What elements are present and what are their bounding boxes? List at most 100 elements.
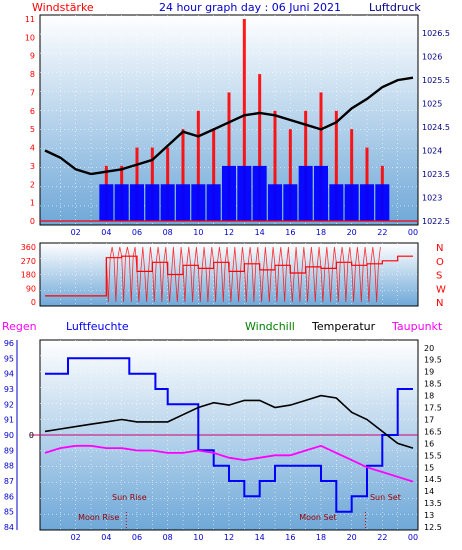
wind-mean-bar (99, 184, 114, 221)
wind-max-bar (319, 92, 323, 221)
wind-mean-bar (222, 165, 236, 221)
pressure-tick-label: 1023.5 (422, 170, 450, 179)
x-tick-label: 14 (255, 533, 265, 542)
wind-max-bar (273, 110, 277, 221)
wind-mean-bar (329, 184, 344, 221)
direction-tick-label: 180 (21, 271, 36, 280)
x-tick-label: 10 (193, 228, 203, 237)
x-tick-label: 12 (224, 533, 234, 542)
x-tick-label: 04 (101, 228, 111, 237)
temperature-line (44, 394, 414, 449)
direction-letter: W (436, 284, 446, 295)
humidity-tick-label: 88 (4, 462, 14, 471)
taupunkt-label: Taupunkt (391, 320, 443, 333)
temperature-tick-label: 14 (424, 487, 434, 496)
direction-letter: O (436, 257, 444, 268)
humidity-tick-label: 87 (4, 477, 14, 486)
wind-tick-label: 3 (30, 162, 35, 171)
x-tick-label: 02 (71, 228, 81, 237)
x-tick-label: 12 (224, 228, 234, 237)
wind-mean-bar (344, 184, 359, 221)
humidity-tick-label: 90 (4, 431, 14, 440)
wind-mean-bar (130, 184, 144, 221)
temperature-tick-label: 17 (424, 415, 434, 424)
temperature-tick-label: 18.5 (424, 380, 442, 389)
pressure-tick-label: 1026 (422, 53, 442, 62)
sun-set-label: Sun Set (370, 493, 401, 502)
temperature-tick-label: 15 (424, 463, 434, 472)
humidity-tick-label: 86 (4, 492, 14, 501)
wind-mean-bar (206, 184, 221, 221)
x-tick-label: 08 (163, 533, 173, 542)
x-tick-label: 22 (377, 533, 387, 542)
temperatur-label: Temperatur (311, 320, 376, 333)
x-tick-label: 08 (163, 228, 173, 237)
pressure-line (44, 76, 414, 176)
luftfeuchte-label: Luftfeuchte (66, 320, 129, 333)
wind-tick-label: 8 (30, 70, 35, 79)
temperature-tick-label: 13 (424, 511, 434, 520)
x-tick-label: 06 (132, 228, 142, 237)
x-tick-label: 14 (255, 228, 265, 237)
wind-tick-label: 0 (30, 217, 35, 226)
wind-max-bar (288, 129, 292, 221)
temperature-tick-label: 14.5 (424, 475, 442, 484)
wind-max-bar (196, 110, 200, 221)
humidity-tick-label: 93 (4, 385, 14, 394)
humidity-tick-label: 92 (4, 400, 14, 409)
humidity-line (45, 357, 413, 513)
humidity-tick-label: 89 (4, 446, 14, 455)
humidity-tick-label: 94 (4, 370, 14, 379)
wind-mean-bar (360, 184, 374, 221)
humidity-tick-label: 95 (4, 354, 14, 363)
wind-tick-label: 4 (30, 144, 35, 153)
humidity-tick-label: 96 (4, 339, 14, 348)
pressure-tick-label: 1024 (422, 147, 442, 156)
x-tick-label: 20 (347, 228, 357, 237)
humidity-tick-label: 91 (4, 416, 14, 425)
temperature-tick-label: 16 (424, 439, 434, 448)
x-tick-label: 00 (408, 228, 418, 237)
direction-tick-label: 360 (21, 243, 36, 252)
wind-tick-label: 10 (25, 33, 35, 42)
x-tick-label: 18 (316, 228, 326, 237)
graph-title: 24 hour graph day : 06 Juni 2021 (159, 1, 341, 14)
wind-mean-bar (283, 184, 298, 221)
pressure-tick-label: 1023 (422, 194, 442, 203)
wind-mean-bar (191, 184, 206, 221)
moon-set-label: Moon Set (299, 513, 336, 522)
wind-mean-bar (237, 165, 252, 221)
temperature-tick-label: 17.5 (424, 404, 442, 413)
sun-rise-label: Sun Rise (112, 493, 147, 502)
rain-zero-label: 0 (29, 431, 34, 440)
x-tick-label: 20 (347, 533, 357, 542)
direction-tick-label: 270 (21, 257, 36, 266)
temperature-tick-label: 18 (424, 392, 434, 401)
wind-mean-bar (375, 184, 390, 221)
x-tick-label: 00 (408, 533, 418, 542)
pressure-tick-label: 1025.5 (422, 76, 450, 85)
x-tick-label: 04 (101, 533, 111, 542)
x-tick-label: 06 (132, 533, 142, 542)
wind-tick-label: 5 (30, 125, 35, 134)
wind-tick-label: 2 (30, 180, 35, 189)
x-tick-label: 22 (377, 228, 387, 237)
temperature-tick-label: 20 (424, 344, 434, 353)
wind-mean-bar (314, 165, 328, 221)
wind-tick-label: 1 (30, 199, 35, 208)
temperature-tick-label: 15.5 (424, 451, 442, 460)
direction-letter: N (436, 298, 443, 309)
wind-direction-variability (105, 246, 381, 303)
wind-tick-label: 6 (30, 107, 35, 116)
wind-max-bar (334, 110, 338, 221)
wind-tick-label: 7 (30, 88, 35, 97)
wind-mean-bar (298, 165, 313, 221)
pressure-tick-label: 1022.5 (422, 217, 450, 226)
moon-rise-label: Moon Rise (78, 513, 119, 522)
right-label: Luftdruck (369, 1, 421, 14)
humidity-tick-label: 84 (4, 523, 14, 532)
wind-mean-bar (268, 184, 282, 221)
wind-tick-label: 11 (25, 15, 35, 24)
pressure-tick-label: 1025 (422, 100, 442, 109)
